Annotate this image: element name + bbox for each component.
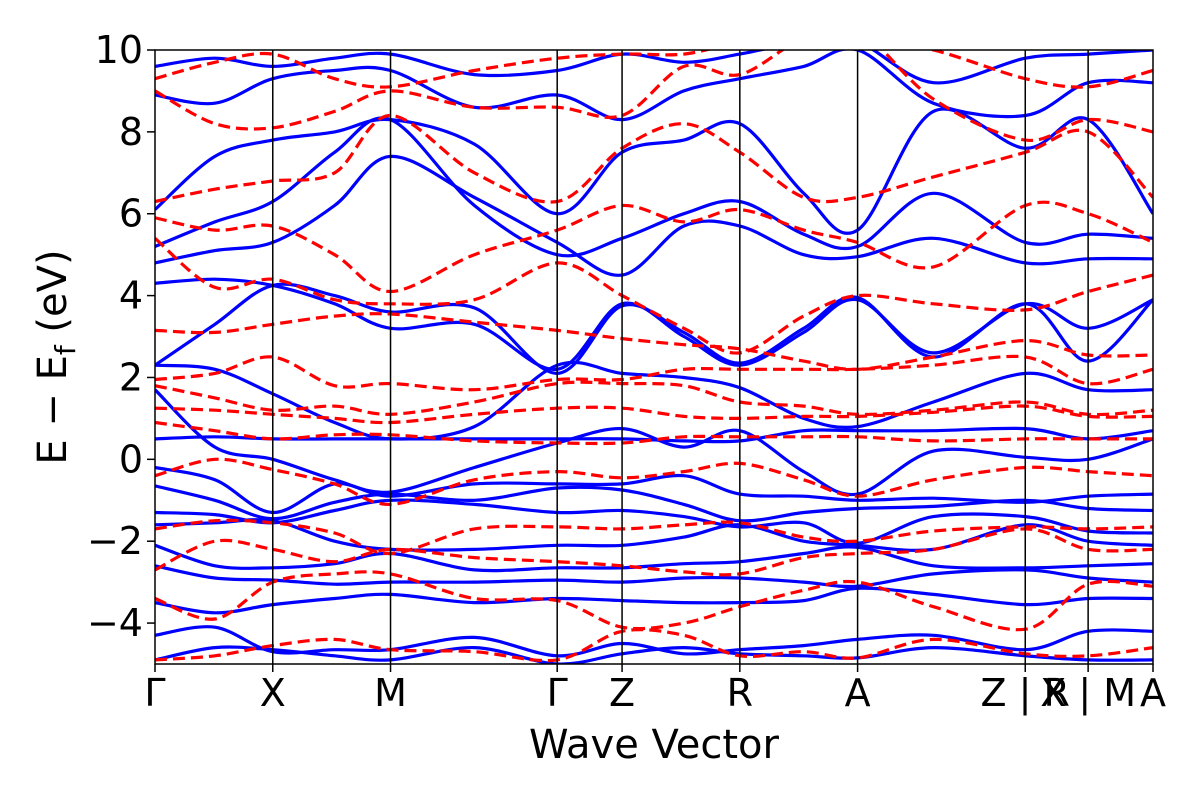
dashed-band-line: [155, 380, 1153, 417]
y-tick-label: 6: [119, 192, 143, 236]
solid-band-line: [155, 388, 1153, 497]
y-tick-label: 4: [119, 274, 143, 318]
solid-band-line: [155, 518, 1153, 553]
y-tick-label: 2: [119, 355, 143, 399]
y-axis-ticks: −4 −2 0 2 4 6 8 10: [87, 28, 155, 645]
solid-band-line: [155, 277, 1153, 371]
dashed-band-line: [155, 237, 1153, 355]
x-tick-label: X: [260, 671, 286, 715]
x-tick-label: R: [727, 671, 753, 715]
y-axis-title: E − Ef (eV): [30, 249, 82, 464]
y-tick-label: −4: [87, 601, 143, 645]
x-axis-title: Wave Vector: [529, 722, 780, 768]
y-tick-label: 0: [119, 437, 143, 481]
dashed-band-line: [155, 518, 1153, 556]
x-tick-label: A: [845, 671, 871, 715]
dashed-band-line: [155, 113, 1153, 204]
dashed-band-line: [155, 457, 1153, 507]
dashed-band-line: [155, 420, 1153, 446]
y-tick-label: −2: [87, 519, 143, 563]
solid-band-line: [155, 154, 1153, 277]
y-tick-label: 10: [95, 28, 143, 72]
solid-band-line: [155, 50, 1153, 85]
x-tick-label: Z | R: [981, 671, 1070, 716]
y-axis-title-main: E − E: [30, 355, 76, 465]
solid-band-line: [155, 586, 1153, 615]
dashed-band-line: [155, 50, 1153, 142]
x-tick-label: Z: [609, 671, 635, 715]
y-tick-label: 8: [119, 110, 143, 154]
solid-band-line: [155, 107, 1153, 235]
dashed-band-line: [155, 200, 1153, 294]
kpoint-divider-lines: [272, 50, 1089, 664]
dashed-band-line: [155, 50, 1153, 89]
solid-band-line: [155, 564, 1153, 589]
solid-band-line: [155, 645, 1153, 664]
dashed-band-line: [155, 354, 1153, 392]
y-axis-title-unit: (eV): [30, 249, 76, 345]
solid-band-line: [155, 465, 1153, 515]
y-axis-title-subscript: f: [49, 344, 82, 355]
dashed-band-line: [155, 312, 1153, 371]
band-lines: [155, 50, 1153, 664]
solid-band-line: [155, 498, 1153, 545]
x-tick-label: X | M: [1040, 671, 1136, 716]
x-tick-label: A: [1140, 671, 1166, 715]
dashed-band-line: [155, 570, 1153, 632]
solid-band-line: [155, 116, 1153, 258]
x-tick-label: Γ: [144, 671, 165, 715]
x-tick-label: Γ: [547, 671, 568, 715]
x-tick-label: M: [374, 671, 407, 715]
plot-frame: [154, 49, 1154, 665]
dashed-band-line: [155, 527, 1153, 577]
solid-band-line: [155, 543, 1153, 573]
solid-band-line: [155, 625, 1153, 658]
dashed-band-line: [155, 628, 1153, 663]
